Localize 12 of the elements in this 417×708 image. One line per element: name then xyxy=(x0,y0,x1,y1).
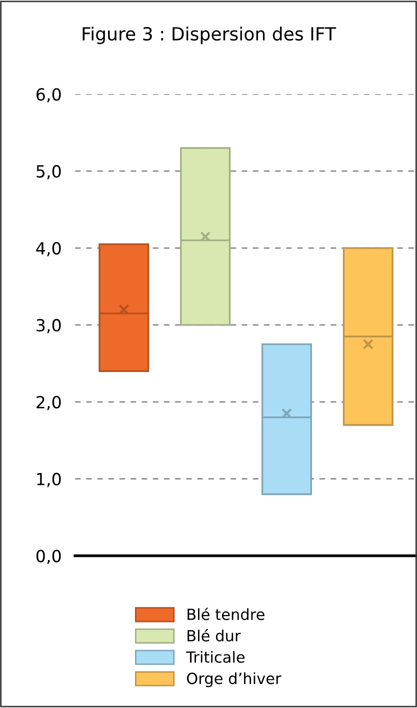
y-tick-label: 0,0 xyxy=(36,550,61,564)
y-tick-label: 4,0 xyxy=(36,242,61,256)
y-tick-label: 3,0 xyxy=(36,318,61,334)
y-tick-label: 6,0 xyxy=(36,88,61,102)
legend-label: Orge d’hiver xyxy=(186,672,282,688)
legend-label: Triticale xyxy=(186,651,245,663)
y-tick-label: 2,0 xyxy=(36,396,61,410)
chart-title: Figure 3 : Dispersion des IFT xyxy=(82,26,336,44)
legend-label: Blé tendre xyxy=(188,608,264,620)
y-tick-label: 5,0 xyxy=(36,165,61,180)
legend-label: Blé dur xyxy=(188,629,241,642)
y-tick-label: 1,0 xyxy=(37,472,61,488)
